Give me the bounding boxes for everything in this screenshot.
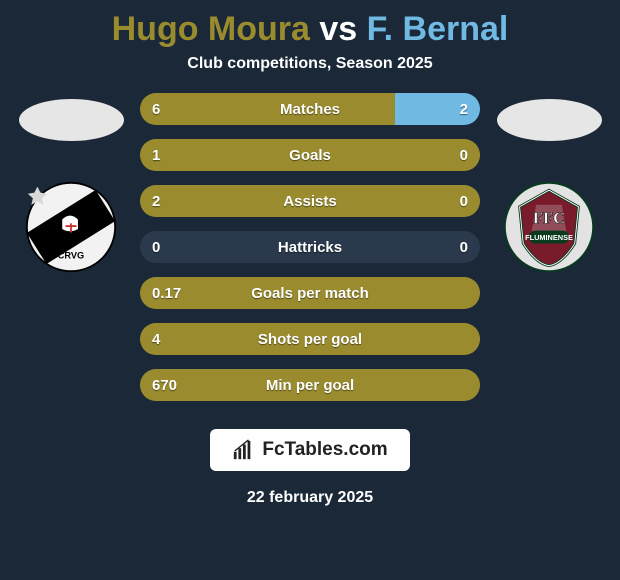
stat-row: 670 Min per goal [140, 369, 480, 401]
svg-text:CRVG: CRVG [58, 250, 84, 260]
comparison-date: 22 february 2025 [247, 489, 373, 507]
stat-row: 2 Assists 0 [140, 185, 480, 217]
stat-row: 6 Matches 2 [140, 93, 480, 125]
stat-label: Goals [289, 147, 331, 164]
player1-avatar-placeholder [19, 99, 124, 141]
fluminense-badge-icon: FFC FLUMINENSE [503, 181, 595, 273]
comparison-body: CRVG 6 Matches 2 1 Goals 0 2 Assists 0 0 Hattricks… [0, 93, 620, 401]
stat-label: Goals per match [251, 285, 369, 302]
brand-badge: FcTables.com [210, 429, 409, 471]
comparison-title: Hugo Moura vs F. Bernal [0, 0, 620, 55]
stat-fill-left [140, 93, 395, 125]
stat-value-left: 670 [152, 377, 177, 394]
stat-row: 1 Goals 0 [140, 139, 480, 171]
stat-label: Min per goal [266, 377, 354, 394]
vasco-badge-icon: CRVG [25, 181, 117, 273]
stat-value-right: 0 [460, 147, 468, 164]
player1-name: Hugo Moura [112, 10, 310, 48]
player2-team-badge: FFC FLUMINENSE [503, 181, 595, 273]
svg-text:FLUMINENSE: FLUMINENSE [525, 233, 573, 242]
footer: FcTables.com 22 february 2025 [0, 429, 620, 507]
comparison-subtitle: Club competitions, Season 2025 [0, 55, 620, 93]
stat-value-right: 2 [460, 101, 468, 118]
stat-value-left: 4 [152, 331, 160, 348]
stat-value-left: 6 [152, 101, 160, 118]
stat-label: Assists [283, 193, 336, 210]
player1-team-badge: CRVG [25, 181, 117, 273]
left-player-column: CRVG [16, 93, 126, 273]
right-player-column: FFC FLUMINENSE [494, 93, 604, 273]
vs-separator: vs [310, 10, 367, 48]
stat-value-left: 0 [152, 239, 160, 256]
stat-row: 0.17 Goals per match [140, 277, 480, 309]
stat-value-right: 0 [460, 193, 468, 210]
chart-icon [232, 439, 254, 461]
svg-text:FFC: FFC [533, 208, 565, 227]
stat-value-left: 2 [152, 193, 160, 210]
stat-label: Hattricks [278, 239, 342, 256]
stat-row: 0 Hattricks 0 [140, 231, 480, 263]
stat-label: Matches [280, 101, 340, 118]
stat-value-left: 0.17 [152, 285, 181, 302]
player2-name: F. Bernal [367, 10, 509, 48]
stats-column: 6 Matches 2 1 Goals 0 2 Assists 0 0 Hattricks 0 0.17… [140, 93, 480, 401]
brand-text: FcTables.com [262, 439, 387, 461]
player2-avatar-placeholder [497, 99, 602, 141]
stat-label: Shots per goal [258, 331, 362, 348]
stat-row: 4 Shots per goal [140, 323, 480, 355]
stat-value-right: 0 [460, 239, 468, 256]
stat-value-left: 1 [152, 147, 160, 164]
